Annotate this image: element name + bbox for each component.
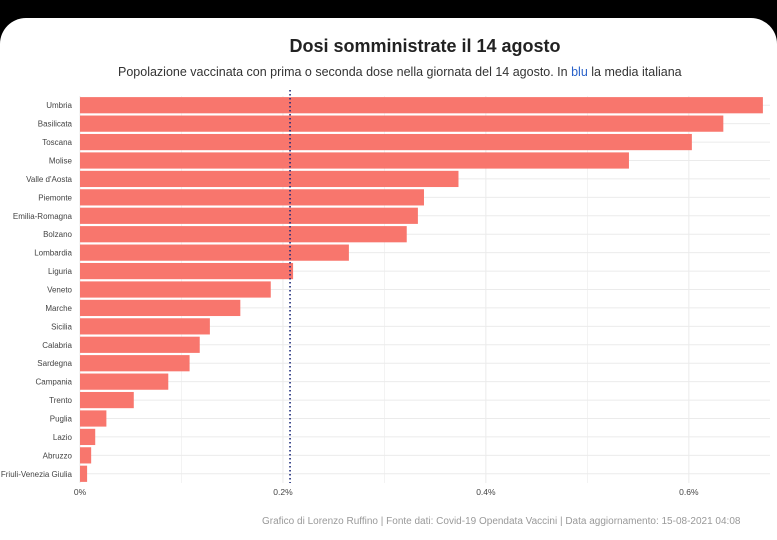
x-tick-label: 0.2% <box>273 487 293 497</box>
bar-campania <box>80 373 169 390</box>
x-tick-label: 0% <box>74 487 87 497</box>
category-label: Trento <box>49 396 72 405</box>
bar-abruzzo <box>80 447 92 464</box>
bar-sicilia <box>80 318 210 335</box>
bar-chart: Umbria Basilicata Toscana Molise Valle d'Aos… <box>1 90 770 497</box>
bar-friuli-venezia-giulia <box>80 465 88 482</box>
bar-calabria <box>80 336 200 353</box>
bar-toscana <box>80 133 692 151</box>
bar-emilia-romagna <box>80 207 418 224</box>
bar-lazio <box>80 428 96 446</box>
chart-subtitle: Popolazione vaccinata con prima o second… <box>118 65 682 79</box>
category-label: Puglia <box>50 415 73 424</box>
category-label: Emilia-Romagna <box>13 212 73 221</box>
bar-molise <box>80 152 629 169</box>
bar-marche <box>80 299 241 317</box>
bar-umbria <box>80 97 763 114</box>
bar-valle-d-aosta <box>80 170 459 188</box>
bar-basilicata <box>80 115 724 132</box>
bar-liguria <box>80 262 294 280</box>
x-tick-label: 0.6% <box>679 487 699 497</box>
category-label: Marche <box>45 304 72 313</box>
bar-veneto <box>80 281 271 298</box>
bar-sardegna <box>80 355 190 372</box>
subtitle-blu-word: blu <box>571 65 588 79</box>
category-label: Sardegna <box>37 359 72 368</box>
category-label: Friuli-Venezia Giulia <box>1 470 73 479</box>
category-label: Campania <box>36 378 73 387</box>
category-label: Piemonte <box>38 193 72 202</box>
subtitle-text: Popolazione vaccinata con prima o second… <box>118 65 568 79</box>
category-label: Abruzzo <box>43 451 73 460</box>
category-label: Liguria <box>48 267 73 276</box>
subtitle-text-end: la media italiana <box>591 65 682 79</box>
chart-title: Dosi somministrate il 14 agosto <box>289 36 561 56</box>
category-label: Calabria <box>42 341 72 350</box>
bar-bolzano <box>80 226 407 243</box>
bar-piemonte <box>80 189 424 206</box>
category-label: Toscana <box>42 138 72 147</box>
category-label: Basilicata <box>38 120 73 129</box>
bar-lombardia <box>80 244 349 261</box>
category-label: Veneto <box>47 286 72 295</box>
x-tick-label: 0.4% <box>476 487 496 497</box>
category-label: Lazio <box>53 433 73 442</box>
category-label: Bolzano <box>43 230 72 239</box>
chart-caption: Grafico di Lorenzo Ruffino | Fonte dati:… <box>262 516 741 527</box>
chart-card: Dosi somministrate il 14 agosto Popolazi… <box>0 18 777 540</box>
bar-trento <box>80 391 134 409</box>
category-label: Molise <box>49 157 73 166</box>
bar-puglia <box>80 410 107 427</box>
category-label: Valle d'Aosta <box>26 175 72 184</box>
category-label: Umbria <box>46 101 72 110</box>
category-label: Lombardia <box>34 249 72 258</box>
category-label: Sicilia <box>51 322 72 331</box>
